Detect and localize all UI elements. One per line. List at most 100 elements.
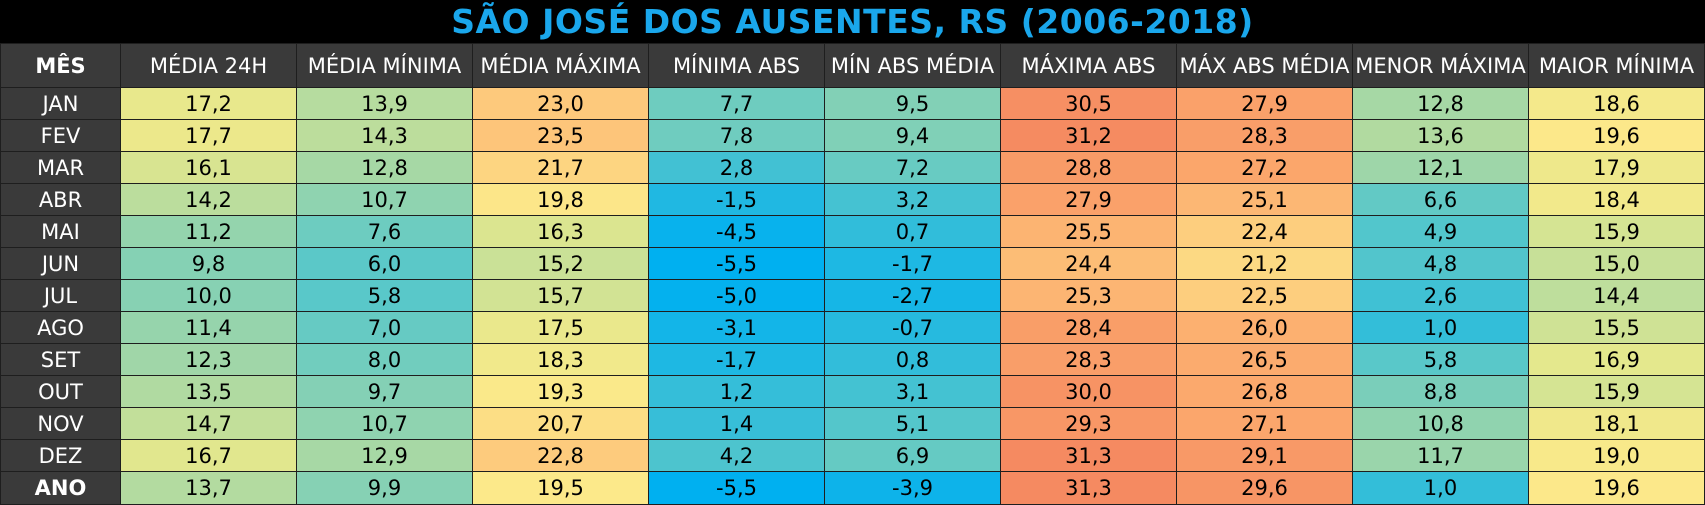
value-cell: 21,7 bbox=[472, 151, 649, 184]
value-cell: 28,8 bbox=[1000, 151, 1177, 184]
value-cell: 12,3 bbox=[120, 343, 297, 376]
value-cell: 12,8 bbox=[296, 151, 473, 184]
value-cell: 13,5 bbox=[120, 375, 297, 408]
value-cell: 0,8 bbox=[824, 343, 1001, 376]
month-label: FEV bbox=[0, 119, 121, 152]
value-cell: 19,6 bbox=[1528, 471, 1705, 505]
value-cell: 13,9 bbox=[296, 87, 473, 120]
value-cell: 17,5 bbox=[472, 311, 649, 344]
value-cell: 7,0 bbox=[296, 311, 473, 344]
value-cell: -2,7 bbox=[824, 279, 1001, 312]
value-cell: 1,2 bbox=[648, 375, 825, 408]
month-label: ANO bbox=[0, 471, 121, 505]
value-cell: 2,6 bbox=[1352, 279, 1529, 312]
table-row: DEZ 16,7 12,9 22,8 4,2 6,9 31,3 29,1 11,7 19,0 bbox=[0, 439, 1705, 472]
value-cell: 23,5 bbox=[472, 119, 649, 152]
value-cell: 17,9 bbox=[1528, 151, 1705, 184]
value-cell: 30,5 bbox=[1000, 87, 1177, 120]
annual-row: ANO 13,7 9,9 19,5 -5,5 -3,9 31,3 29,6 1,0 19,6 bbox=[0, 471, 1705, 505]
value-cell: 28,3 bbox=[1176, 119, 1353, 152]
value-cell: 1,0 bbox=[1352, 311, 1529, 344]
value-cell: 21,2 bbox=[1176, 247, 1353, 280]
column-header-mes: MÊS bbox=[0, 43, 121, 88]
value-cell: 26,8 bbox=[1176, 375, 1353, 408]
value-cell: 2,8 bbox=[648, 151, 825, 184]
value-cell: 28,3 bbox=[1000, 343, 1177, 376]
month-label: AGO bbox=[0, 311, 121, 344]
value-cell: 6,0 bbox=[296, 247, 473, 280]
value-cell: 3,1 bbox=[824, 375, 1001, 408]
value-cell: 13,7 bbox=[120, 471, 297, 505]
value-cell: 5,1 bbox=[824, 407, 1001, 440]
value-cell: 15,5 bbox=[1528, 311, 1705, 344]
value-cell: 10,8 bbox=[1352, 407, 1529, 440]
value-cell: 18,1 bbox=[1528, 407, 1705, 440]
month-label: JAN bbox=[0, 87, 121, 120]
value-cell: 29,1 bbox=[1176, 439, 1353, 472]
value-cell: 31,3 bbox=[1000, 471, 1177, 505]
value-cell: 17,2 bbox=[120, 87, 297, 120]
value-cell: 3,2 bbox=[824, 183, 1001, 216]
value-cell: 10,0 bbox=[120, 279, 297, 312]
value-cell: 22,5 bbox=[1176, 279, 1353, 312]
value-cell: 17,7 bbox=[120, 119, 297, 152]
value-cell: 26,5 bbox=[1176, 343, 1353, 376]
value-cell: 23,0 bbox=[472, 87, 649, 120]
value-cell: 1,4 bbox=[648, 407, 825, 440]
column-header-media-minima: MÉDIA MÍNIMA bbox=[296, 43, 473, 88]
value-cell: 20,7 bbox=[472, 407, 649, 440]
value-cell: 10,7 bbox=[296, 183, 473, 216]
value-cell: 4,2 bbox=[648, 439, 825, 472]
value-cell: 7,8 bbox=[648, 119, 825, 152]
month-label: OUT bbox=[0, 375, 121, 408]
value-cell: 25,1 bbox=[1176, 183, 1353, 216]
value-cell: 8,8 bbox=[1352, 375, 1529, 408]
value-cell: 27,9 bbox=[1000, 183, 1177, 216]
month-label: DEZ bbox=[0, 439, 121, 472]
value-cell: 27,1 bbox=[1176, 407, 1353, 440]
value-cell: 11,2 bbox=[120, 215, 297, 248]
value-cell: 24,4 bbox=[1000, 247, 1177, 280]
value-cell: 0,7 bbox=[824, 215, 1001, 248]
value-cell: 16,1 bbox=[120, 151, 297, 184]
value-cell: 11,4 bbox=[120, 311, 297, 344]
column-header-maxima-abs: MÁXIMA ABS bbox=[1000, 43, 1177, 88]
value-cell: 16,3 bbox=[472, 215, 649, 248]
table-row: JAN 17,2 13,9 23,0 7,7 9,5 30,5 27,9 12,8 18,6 bbox=[0, 87, 1705, 120]
value-cell: -1,7 bbox=[648, 343, 825, 376]
value-cell: 19,0 bbox=[1528, 439, 1705, 472]
value-cell: -3,9 bbox=[824, 471, 1001, 505]
table-row: JUL 10,0 5,8 15,7 -5,0 -2,7 25,3 22,5 2,6 14,4 bbox=[0, 279, 1705, 312]
value-cell: -5,0 bbox=[648, 279, 825, 312]
value-cell: 27,2 bbox=[1176, 151, 1353, 184]
value-cell: 13,6 bbox=[1352, 119, 1529, 152]
value-cell: 19,6 bbox=[1528, 119, 1705, 152]
table-row: MAI 11,2 7,6 16,3 -4,5 0,7 25,5 22,4 4,9 15,9 bbox=[0, 215, 1705, 248]
value-cell: 29,3 bbox=[1000, 407, 1177, 440]
climate-table: MÊS MÉDIA 24H MÉDIA MÍNIMA MÉDIA MÁXIMA MÍNI… bbox=[0, 43, 1705, 505]
month-label: ABR bbox=[0, 183, 121, 216]
column-header-min-abs-media: MÍN ABS MÉDIA bbox=[824, 43, 1001, 88]
value-cell: 15,9 bbox=[1528, 375, 1705, 408]
value-cell: 8,0 bbox=[296, 343, 473, 376]
month-label: MAR bbox=[0, 151, 121, 184]
value-cell: 9,7 bbox=[296, 375, 473, 408]
value-cell: 19,5 bbox=[472, 471, 649, 505]
value-cell: -4,5 bbox=[648, 215, 825, 248]
value-cell: 16,9 bbox=[1528, 343, 1705, 376]
value-cell: 1,0 bbox=[1352, 471, 1529, 505]
column-header-max-abs-media: MÁX ABS MÉDIA bbox=[1176, 43, 1353, 88]
month-label: JUN bbox=[0, 247, 121, 280]
value-cell: 14,3 bbox=[296, 119, 473, 152]
value-cell: 22,8 bbox=[472, 439, 649, 472]
value-cell: 15,0 bbox=[1528, 247, 1705, 280]
value-cell: 7,7 bbox=[648, 87, 825, 120]
table-body: JAN 17,2 13,9 23,0 7,7 9,5 30,5 27,9 12,8 18,6 FEV… bbox=[0, 87, 1705, 505]
value-cell: 25,5 bbox=[1000, 215, 1177, 248]
value-cell: -0,7 bbox=[824, 311, 1001, 344]
value-cell: 10,7 bbox=[296, 407, 473, 440]
table-row: FEV 17,7 14,3 23,5 7,8 9,4 31,2 28,3 13,6 19,6 bbox=[0, 119, 1705, 152]
value-cell: 11,7 bbox=[1352, 439, 1529, 472]
value-cell: 14,2 bbox=[120, 183, 297, 216]
value-cell: 6,9 bbox=[824, 439, 1001, 472]
